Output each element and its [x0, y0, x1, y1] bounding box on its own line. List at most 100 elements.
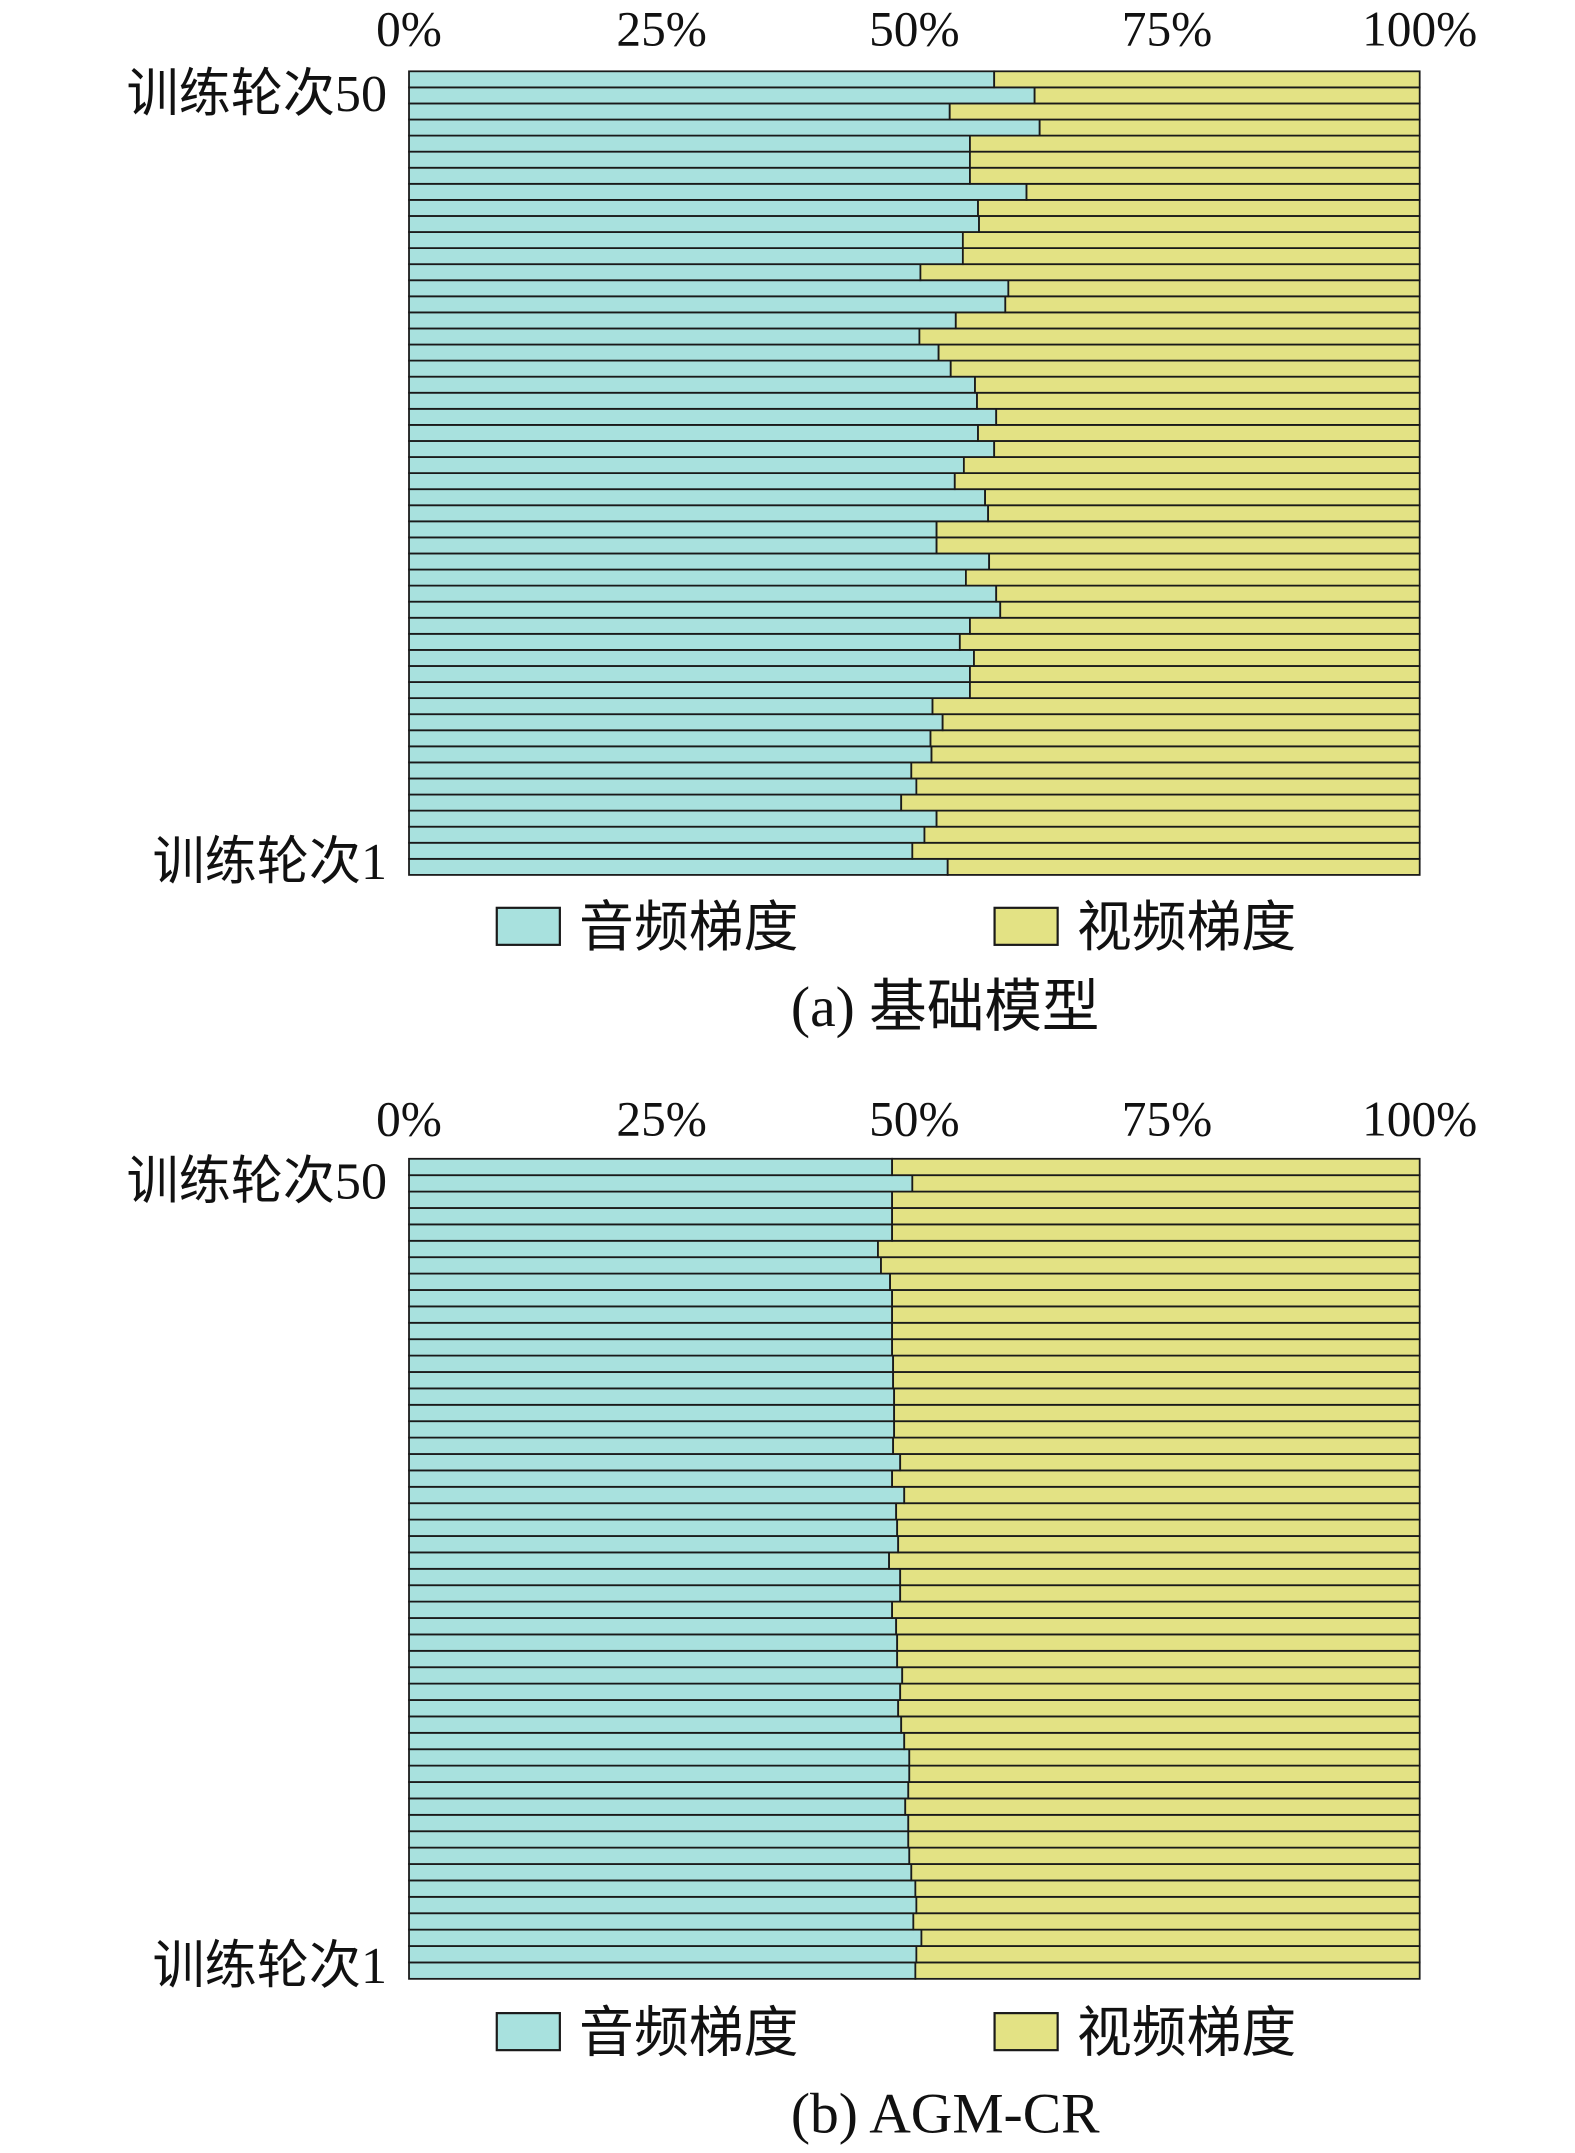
legend-video-swatch — [993, 906, 1059, 946]
bar-audio-epoch-42 — [408, 1289, 894, 1308]
x-tick-label-25: 25% — [616, 1, 706, 56]
bar-video-epoch-3 — [920, 1928, 1421, 1947]
bar-video-epoch-44 — [880, 1256, 1421, 1275]
bar-video-epoch-14 — [973, 649, 1421, 667]
bar-video-epoch-37 — [1007, 279, 1421, 298]
bar-video-epoch-6 — [915, 777, 1421, 796]
bar-video-epoch-27 — [993, 440, 1421, 458]
bar-video-epoch-29 — [995, 407, 1421, 426]
legend-audio-swatch — [495, 2012, 561, 2052]
x-tick-label-50: 50% — [869, 1091, 959, 1146]
bar-audio-epoch-11 — [408, 697, 934, 716]
bar-audio-epoch-13 — [408, 1764, 911, 1783]
x-tick-label-0: 0% — [376, 1, 442, 56]
bar-video-epoch-29 — [895, 1502, 1421, 1521]
bar-audio-epoch-8 — [408, 745, 933, 764]
bar-audio-epoch-32 — [408, 359, 952, 378]
bar-audio-epoch-40 — [408, 1321, 894, 1341]
bar-audio-epoch-37 — [408, 279, 1010, 298]
bar-video-epoch-38 — [919, 263, 1421, 282]
panel-b-y-labels: 训练轮次50 训练轮次1 — [127, 1154, 388, 1995]
x-tick-label-0: 0% — [376, 1091, 442, 1146]
bar-video-epoch-32 — [949, 359, 1421, 378]
bar-audio-epoch-6 — [408, 777, 918, 796]
bar-video-epoch-8 — [908, 1846, 1421, 1865]
bar-audio-epoch-19 — [408, 1666, 904, 1685]
bar-video-epoch-27 — [897, 1535, 1421, 1554]
bar-video-epoch-20 — [896, 1649, 1421, 1669]
bar-video-epoch-5 — [915, 1895, 1421, 1915]
bar-audio-epoch-12 — [408, 1781, 910, 1800]
bar-audio-epoch-14 — [408, 1748, 911, 1767]
bar-audio-epoch-35 — [408, 1403, 896, 1423]
panel-b-x-ticks: 0% 25% 50% 75% 100% — [376, 1091, 1477, 1146]
bar-video-epoch-2 — [915, 1945, 1421, 1964]
bar-audio-epoch-17 — [408, 600, 1002, 619]
bar-audio-epoch-30 — [408, 391, 978, 410]
bar-video-epoch-48 — [948, 102, 1421, 121]
panel-a-caption: (a) 基础模型 — [791, 976, 1100, 1039]
legend-audio-label: 音频梯度 — [579, 2003, 798, 2064]
bar-audio-epoch-4 — [408, 1912, 915, 1931]
x-tick-label-50: 50% — [869, 1, 959, 56]
bar-video-epoch-11 — [904, 1797, 1421, 1816]
bar-video-epoch-26 — [962, 456, 1421, 475]
bar-video-epoch-33 — [937, 343, 1421, 362]
bar-audio-epoch-15 — [408, 1731, 906, 1751]
bar-video-epoch-33 — [892, 1436, 1421, 1455]
bar-audio-epoch-31 — [408, 375, 976, 394]
y-tick-label-epoch-50: 训练轮次50 — [127, 1154, 388, 1211]
bar-video-epoch-23 — [987, 504, 1421, 523]
bar-video-epoch-21 — [935, 536, 1421, 555]
bar-video-epoch-46 — [969, 134, 1421, 153]
panel-b-bars — [408, 1157, 1421, 1980]
bar-audio-epoch-34 — [408, 327, 921, 346]
bar-audio-epoch-34 — [408, 1420, 896, 1439]
legend-audio-label: 音频梯度 — [579, 897, 798, 958]
bar-audio-epoch-45 — [408, 1239, 879, 1259]
bar-video-epoch-34 — [918, 327, 1421, 346]
bar-audio-epoch-39 — [408, 247, 964, 266]
bar-video-epoch-12 — [969, 681, 1421, 700]
bar-audio-epoch-18 — [408, 584, 998, 603]
bar-audio-epoch-21 — [408, 536, 938, 555]
bar-video-epoch-20 — [988, 552, 1421, 571]
bar-audio-epoch-46 — [408, 134, 971, 153]
bar-audio-epoch-33 — [408, 1436, 895, 1455]
bar-video-epoch-30 — [976, 391, 1421, 410]
bar-video-epoch-23 — [891, 1600, 1421, 1619]
bar-video-epoch-37 — [892, 1371, 1421, 1390]
bar-audio-epoch-3 — [408, 825, 926, 844]
bar-audio-epoch-15 — [408, 632, 961, 651]
bar-video-epoch-42 — [977, 198, 1421, 217]
bar-video-epoch-31 — [891, 1469, 1421, 1488]
panel-b-caption: (b) AGM-CR — [791, 2082, 1100, 2145]
bar-video-epoch-38 — [892, 1354, 1421, 1373]
bar-video-epoch-15 — [903, 1731, 1421, 1751]
bar-audio-epoch-36 — [408, 295, 1007, 314]
bar-video-epoch-45 — [877, 1239, 1421, 1259]
bar-audio-epoch-28 — [408, 424, 979, 442]
bar-video-epoch-25 — [899, 1567, 1421, 1587]
bar-audio-epoch-41 — [408, 215, 980, 233]
x-tick-label-100: 100% — [1362, 1091, 1477, 1146]
bar-audio-epoch-2 — [408, 841, 914, 860]
y-tick-label-epoch-1: 训练轮次1 — [153, 1938, 388, 1995]
bar-audio-epoch-26 — [408, 456, 965, 475]
bar-video-epoch-49 — [1033, 86, 1421, 105]
bar-video-epoch-1 — [946, 857, 1421, 876]
bar-audio-epoch-17 — [408, 1699, 900, 1718]
bar-audio-epoch-50 — [408, 70, 996, 89]
bar-audio-epoch-8 — [408, 1846, 911, 1865]
bar-audio-epoch-29 — [408, 1502, 898, 1521]
bar-audio-epoch-5 — [408, 793, 903, 812]
bar-video-epoch-12 — [907, 1781, 1421, 1800]
bar-video-epoch-17 — [999, 600, 1421, 619]
bar-audio-epoch-43 — [408, 182, 1028, 201]
bar-video-epoch-50 — [891, 1157, 1421, 1177]
bar-video-epoch-35 — [893, 1403, 1421, 1423]
panel-a-x-ticks: 0% 25% 50% 75% 100% — [376, 1, 1477, 56]
bar-audio-epoch-24 — [408, 1584, 902, 1603]
bar-audio-epoch-5 — [408, 1895, 918, 1915]
bar-audio-epoch-14 — [408, 649, 975, 667]
